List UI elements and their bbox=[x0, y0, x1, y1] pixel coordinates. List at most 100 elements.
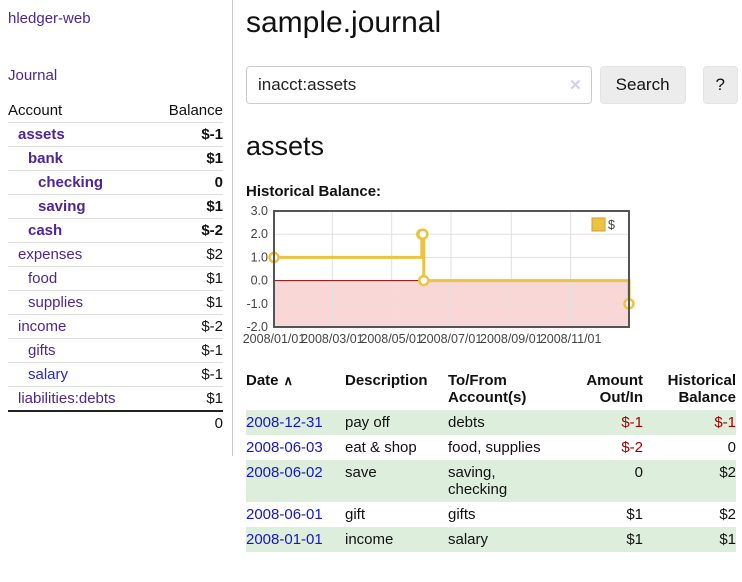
transaction-date-link[interactable]: 2008-01-01 bbox=[246, 531, 323, 548]
account-link[interactable]: income bbox=[18, 318, 67, 335]
transaction-accounts: food, supplies bbox=[448, 439, 541, 456]
x-tick-label: 2008/05/01 bbox=[360, 332, 423, 346]
transaction-balance: $1 bbox=[643, 527, 736, 552]
account-balance: $-1 bbox=[150, 122, 223, 147]
account-link[interactable]: bank bbox=[28, 150, 64, 167]
transaction-accounts: gifts bbox=[448, 506, 476, 523]
transaction-row: 2008-12-31 pay off debts $-1 $-1 bbox=[246, 410, 736, 435]
search-input[interactable] bbox=[246, 66, 592, 104]
account-balance: $1 bbox=[150, 266, 223, 291]
chart-canvas[interactable]: 3.0 2.0 1.0 0.0 -1.0 -2.02008/01/012008/03/01… bbox=[240, 204, 638, 354]
transaction-date-link[interactable]: 2008-12-31 bbox=[246, 414, 323, 431]
journal-link[interactable]: Journal bbox=[8, 67, 58, 84]
account-link[interactable]: cash bbox=[28, 222, 63, 239]
total-spacer bbox=[8, 410, 151, 435]
transaction-amount: $1 bbox=[565, 527, 643, 552]
sort-ascending-icon: ∧ bbox=[283, 373, 294, 388]
account-balance: $1 bbox=[150, 386, 223, 411]
account-column-header: Account bbox=[8, 102, 63, 119]
balance-column-header: Balance bbox=[168, 102, 223, 119]
search-input-wrap: ✕ bbox=[246, 66, 592, 104]
account-row: cash $-2 bbox=[8, 218, 223, 243]
help-button[interactable]: ? bbox=[702, 66, 738, 104]
account-balance: $1 bbox=[150, 290, 223, 315]
transaction-date-link[interactable]: 2008-06-03 bbox=[246, 439, 323, 456]
y-tick-label: 1.0 bbox=[251, 250, 268, 264]
legend-swatch-icon bbox=[591, 217, 606, 232]
transaction-amount: 0 bbox=[565, 460, 643, 502]
y-tick-label: 2.0 bbox=[251, 227, 268, 241]
transactions-header-row: Date ∧ Description To/From Account(s) Amo… bbox=[246, 370, 736, 410]
transaction-description: save bbox=[345, 460, 448, 502]
account-balance: $2 bbox=[150, 242, 223, 267]
transaction-row: 2008-06-01 gift gifts $1 $2 bbox=[246, 502, 736, 527]
historical-balance-chart[interactable]: 3.0 2.0 1.0 0.0 -1.0 -2.0 2008/01/01 2008/03/01… bbox=[240, 204, 738, 354]
total-balance: 0 bbox=[150, 410, 223, 435]
accounts-total-row: 0 bbox=[8, 410, 223, 435]
account-link[interactable]: gifts bbox=[28, 342, 56, 359]
account-row: gifts $-1 bbox=[8, 338, 223, 363]
account-balance: $-1 bbox=[150, 362, 223, 387]
account-link[interactable]: food bbox=[28, 270, 58, 287]
y-tick-label: 3.0 bbox=[251, 204, 268, 218]
amount-column-header: Amount Out/In bbox=[586, 372, 643, 406]
account-heading: assets bbox=[246, 131, 325, 161]
transaction-description: income bbox=[345, 527, 448, 552]
transaction-amount: $-1 bbox=[565, 410, 643, 435]
sidebar: hledger-web Journal Account Balance asse… bbox=[0, 0, 233, 456]
account-balance: $-1 bbox=[150, 338, 223, 363]
page-title: sample.journal bbox=[246, 6, 442, 39]
transaction-date-link[interactable]: 2008-06-02 bbox=[246, 464, 323, 481]
transactions-table-body: 2008-12-31 pay off debts $-1 $-1 2008-06-03 ea… bbox=[246, 410, 736, 552]
transaction-description: gift bbox=[345, 506, 366, 523]
transaction-accounts: debts bbox=[448, 410, 565, 435]
account-row: saving $1 bbox=[8, 194, 223, 219]
transaction-balance: $-1 bbox=[643, 410, 736, 435]
account-row: food $1 bbox=[8, 266, 223, 291]
y-tick-label: 0.0 bbox=[251, 274, 268, 288]
transaction-accounts: saving, checking bbox=[448, 460, 565, 502]
description-column-header: Description bbox=[345, 372, 428, 389]
accounts-table: Account Balance assets $-1 bank $1 checking 0… bbox=[8, 99, 223, 435]
data-point-marker[interactable] bbox=[417, 228, 429, 240]
x-tick-label: 2008/01/01 bbox=[243, 332, 306, 346]
account-row: salary $-1 bbox=[8, 362, 223, 387]
account-link[interactable]: liabilities:debts bbox=[18, 390, 116, 407]
account-link[interactable]: expenses bbox=[18, 246, 83, 263]
x-tick-label: 2008/09/01 bbox=[480, 332, 543, 346]
chart-border bbox=[273, 210, 630, 328]
accounts-table-body: assets $-1 bank $1 checking 0 saving $1 cash $-2 e… bbox=[8, 122, 223, 411]
app-title-link[interactable]: hledger-web bbox=[8, 10, 91, 27]
data-point-marker[interactable] bbox=[418, 274, 430, 287]
account-row: assets $-1 bbox=[8, 122, 223, 147]
x-tick-label: 2008/07/01 bbox=[420, 332, 483, 346]
x-tick-label: 2008/03/01 bbox=[301, 332, 364, 346]
balance-column-header-txn: Historical Balance bbox=[667, 372, 736, 406]
account-link[interactable]: assets bbox=[18, 126, 65, 143]
transaction-row: 2008-06-03 eat & shop food, supplies $-2 0 bbox=[246, 435, 736, 460]
transaction-date-link[interactable]: 2008-06-01 bbox=[246, 506, 323, 523]
legend-label: $ bbox=[608, 218, 615, 232]
account-row: checking 0 bbox=[8, 170, 223, 195]
clear-search-icon[interactable]: ✕ bbox=[569, 77, 582, 94]
account-row: liabilities:debts $1 bbox=[8, 386, 223, 411]
account-link[interactable]: saving bbox=[38, 198, 86, 215]
transaction-balance: 0 bbox=[727, 439, 736, 456]
chart-title: Historical Balance: bbox=[246, 183, 382, 200]
date-column-header[interactable]: Date ∧ bbox=[246, 372, 294, 389]
search-form: ✕ Search ? bbox=[246, 66, 738, 104]
account-balance: $1 bbox=[150, 146, 223, 171]
transaction-row: 2008-01-01 income salary $1 $1 bbox=[246, 527, 736, 552]
transaction-accounts: salary bbox=[448, 527, 565, 552]
account-link[interactable]: checking bbox=[38, 174, 104, 191]
transactions-table: Date ∧ Description To/From Account(s) Amo… bbox=[246, 370, 736, 552]
account-row: bank $1 bbox=[8, 146, 223, 171]
account-balance: $1 bbox=[150, 194, 223, 219]
account-link[interactable]: salary bbox=[28, 366, 69, 383]
transaction-description: pay off bbox=[345, 410, 448, 435]
transaction-amount: $-2 bbox=[621, 439, 643, 456]
account-balance: $-2 bbox=[150, 314, 223, 339]
search-button[interactable]: Search bbox=[599, 66, 686, 104]
transaction-amount: $1 bbox=[626, 506, 643, 523]
account-link[interactable]: supplies bbox=[28, 294, 84, 311]
